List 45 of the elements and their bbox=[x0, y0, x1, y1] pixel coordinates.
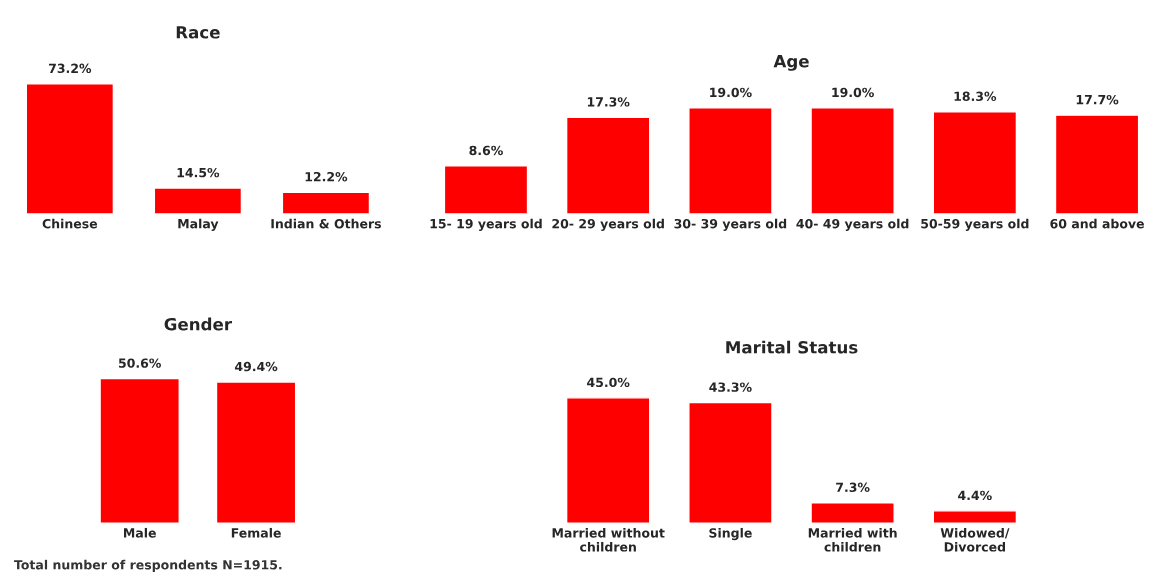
data-label: 12.2% bbox=[305, 171, 348, 182]
bar bbox=[932, 111, 1018, 214]
data-label: 17.3% bbox=[587, 97, 630, 107]
data-label: 17.7% bbox=[1076, 94, 1119, 105]
data-label: 14.5% bbox=[177, 167, 220, 178]
x-tick-label: Married without children bbox=[552, 527, 665, 552]
x-tick-label: 30- 39 years old bbox=[674, 218, 787, 231]
x-tick-label: Malay bbox=[178, 218, 219, 231]
data-label: 19.0% bbox=[832, 87, 874, 98]
bar bbox=[810, 502, 895, 524]
data-label: 18.3% bbox=[954, 91, 997, 102]
chart-title: Race bbox=[176, 26, 220, 39]
x-tick-label: Chinese bbox=[42, 218, 98, 229]
x-tick-label: Married with children bbox=[808, 527, 897, 552]
x-tick-label: Single bbox=[709, 527, 752, 541]
data-label: 73.2% bbox=[48, 63, 92, 74]
data-label: 45.0% bbox=[587, 377, 630, 388]
x-tick-label: 40- 49 years old bbox=[796, 218, 909, 231]
bar bbox=[810, 107, 895, 214]
bar bbox=[1054, 114, 1140, 214]
bar bbox=[932, 510, 1018, 524]
bar bbox=[565, 397, 651, 524]
x-tick-label: Male bbox=[124, 527, 156, 538]
x-tick-label: 50-59 years old bbox=[921, 218, 1029, 231]
x-tick-label: 20- 29 years old bbox=[552, 218, 664, 231]
data-label: 19.0% bbox=[710, 87, 752, 98]
text: Total number of respondents N=1915. bbox=[14, 559, 282, 572]
chart-title: Marital Status bbox=[726, 340, 858, 354]
x-tick-label: 15- 19 years old bbox=[430, 218, 542, 231]
bar bbox=[688, 401, 773, 524]
bar bbox=[443, 165, 529, 214]
data-label: 43.3% bbox=[709, 382, 752, 392]
data-label: 4.4% bbox=[958, 490, 992, 501]
bar bbox=[688, 107, 773, 214]
x-tick-label: Widowed/ Divorced bbox=[940, 527, 1010, 552]
data-label: 7.3% bbox=[836, 482, 870, 493]
data-label: 8.6% bbox=[469, 145, 503, 156]
x-tick-label: 60 and above bbox=[1050, 218, 1144, 229]
data-label: 50.6% bbox=[118, 358, 161, 368]
x-tick-label: Indian & Others bbox=[271, 218, 381, 229]
x-tick-label: Female bbox=[231, 527, 281, 538]
data-label: 49.4% bbox=[234, 361, 278, 372]
chart-title: Age bbox=[773, 55, 809, 71]
chart-title: Gender bbox=[164, 317, 232, 331]
bar bbox=[565, 116, 651, 214]
